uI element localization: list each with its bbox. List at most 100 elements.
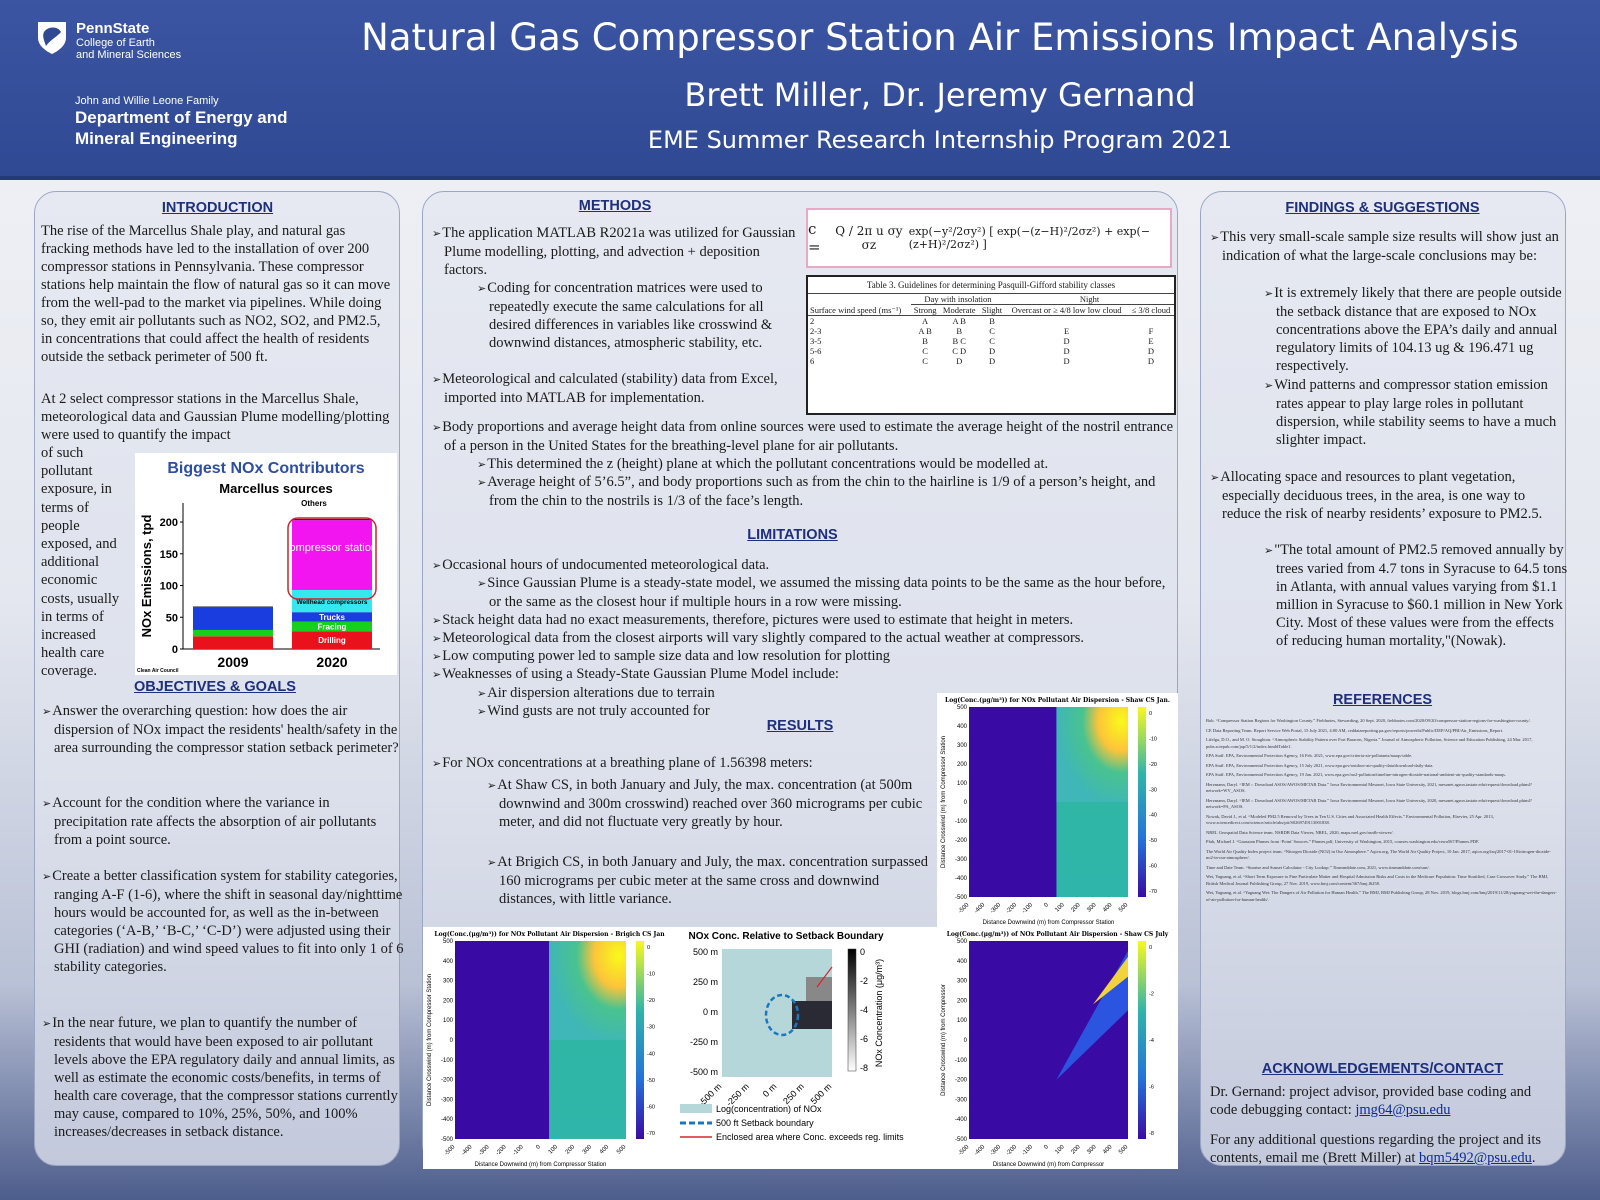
limitation-2: Stack height data had no exact measureme…: [432, 611, 1174, 630]
exceed-region-outline: [816, 966, 833, 988]
setback-boundary-figure: NOx Conc. Relative to Setback Boundary 50…: [676, 927, 937, 1169]
y-tick-label: 100: [957, 1018, 968, 1024]
objectives-heading: OBJECTIVES & GOALS: [134, 679, 296, 695]
x-tick-label: -200: [495, 1144, 508, 1157]
intro-wrap-line: coverage.: [41, 663, 97, 680]
y-tick-label: 200: [443, 998, 454, 1004]
y-tick-label: 400: [957, 724, 968, 730]
colorbar-tick: -20: [647, 998, 655, 1004]
methods-2: Meteorological and calculated (stability…: [432, 370, 804, 407]
table-cell: [1128, 316, 1174, 327]
bar-segment: [292, 621, 372, 632]
y-tick-label: -200: [955, 1078, 968, 1084]
colorbar: [1138, 941, 1146, 1139]
table-col-wind: Surface wind speed (ms⁻¹): [810, 304, 902, 315]
stability-table-grid: Day with insolation Night Surface wind s…: [808, 294, 1174, 366]
label-wellhead: Wellhead compressors: [296, 599, 367, 606]
results-1b: At Brigich CS, in both January and July,…: [487, 853, 936, 908]
heatmap-title: Log(Conc.(μg/m³)) of NOx Pollutant Air D…: [947, 931, 1169, 938]
legend-swatch-conc: [680, 1104, 712, 1113]
heatmap-shaw-july-svg: Log(Conc.(μg/m³)) of NOx Pollutant Air D…: [941, 931, 1169, 1168]
reference-item: EPA Staff. EPA, Environmental Protection…: [1206, 772, 1506, 777]
table-cell: [1005, 316, 1128, 327]
results-1a: At Shaw CS, in both January and July, th…: [487, 776, 936, 831]
intro-wrap-line: terms of: [41, 499, 89, 516]
ack-p1: Dr. Gernand: project advisor, provided b…: [1210, 1083, 1560, 1119]
intro-wrap-line: in terms of: [41, 608, 104, 625]
finding-1: This very small-scale sample size result…: [1210, 228, 1567, 265]
table-cell: C: [989, 326, 995, 336]
introduction-heading: INTRODUCTION: [161, 200, 274, 216]
dept-small: John and Willie Leone Family: [75, 95, 219, 107]
y-tick-label: 100: [160, 581, 178, 593]
table-caption: Table 3. Guidelines for determining Pasq…: [808, 277, 1174, 294]
poster-title: Natural Gas Compressor Station Air Emiss…: [361, 16, 1519, 59]
reference-item: Herzmann, Daryl. “IEM :: Download ASOS/A…: [1206, 781, 1532, 794]
table-row: 5-6 C C D D D D: [808, 346, 1174, 356]
dept-line1: Department of Energy and: [75, 108, 288, 127]
reference-item: Time and Date Team. “Sunrise and Sunset …: [1206, 864, 1430, 870]
gaussian-plume-formula: c = Q / 2π u σy σz exp(−y²/2σy²) [ exp(−…: [806, 208, 1172, 268]
intro-p2-wrap: of such pollutant exposure, in terms of peop…: [41, 444, 133, 681]
colorbar-tick: -20: [1149, 762, 1157, 768]
dept-line2: Mineral Engineering: [75, 129, 238, 148]
y-tick-label: 300: [443, 979, 454, 985]
colorbar: [1138, 707, 1146, 897]
poster-authors: Brett Miller, Dr. Jeremy Gernand: [684, 76, 1196, 114]
bar-segment: [292, 631, 372, 649]
table-cell: D: [1063, 336, 1070, 346]
x-tick-label: -100: [1021, 902, 1034, 915]
limitation-5b: Wind gusts are not truly accounted for: [477, 702, 769, 721]
y-tick-label: 500: [957, 705, 968, 711]
objective-4: In the near future, we plan to quantify …: [42, 1014, 404, 1141]
intro-wrap-line: costs, usually: [41, 590, 120, 607]
college-line1: College of Earth: [76, 37, 155, 49]
psu-name: PennState: [76, 20, 150, 37]
x-tick-label: 0 m: [761, 1081, 779, 1099]
y-tick-label: 300: [957, 743, 968, 749]
heatmap-title: Log(Conc.(μg/m³)) for NOx Pollutant Air …: [434, 931, 665, 938]
table-cell: D: [1147, 346, 1155, 356]
y-tick-label: 0 m: [703, 1007, 718, 1017]
table-group-night: Night: [1005, 294, 1174, 305]
y-tick-label: -400: [955, 876, 968, 882]
intro-wrap-line: health care: [41, 645, 105, 662]
heatmap-shaw-july: Log(Conc.(μg/m³)) of NOx Pollutant Air D…: [937, 927, 1178, 1169]
heatmap-plume: [1056, 707, 1128, 802]
intro-wrap-line: of such: [41, 445, 84, 461]
colorbar-tick: 0: [860, 947, 865, 957]
acknowledgements-heading: ACKNOWLEDGEMENTS/CONTACT: [1261, 1061, 1504, 1077]
email-gernand-link[interactable]: jmg64@psu.edu: [1355, 1102, 1451, 1118]
reference-item: The World Air Quality Index project team…: [1206, 848, 1551, 861]
y-tick-label: -300: [955, 1097, 968, 1103]
setback-figure-svg: NOx Conc. Relative to Setback Boundary 50…: [680, 931, 904, 1142]
table-cell: A: [922, 316, 929, 326]
y-tick-label: -100: [955, 819, 968, 825]
table-row: 2-3 A B B C E F: [808, 326, 1174, 336]
table-col-header: Strong: [913, 305, 937, 315]
setback-colorbar: [847, 948, 857, 1072]
bar-segment: [193, 607, 273, 630]
y-tick-label: 50: [166, 612, 178, 624]
y-tick-label: 0: [172, 644, 178, 656]
formula-c: c =: [808, 220, 821, 256]
y-tick-label: 0: [964, 1038, 968, 1044]
heatmap-plume: [549, 941, 626, 1040]
colorbar-tick: 0: [1149, 945, 1152, 951]
label-fracing: Fracing: [318, 622, 347, 631]
poster-program: EME Summer Research Internship Program 2…: [647, 126, 1233, 154]
x-tick-label: -500: [444, 1144, 457, 1157]
x-axis-label: Distance Downwind (m) from Compressor St…: [475, 1162, 607, 1168]
colorbar-tick: -6: [860, 1034, 868, 1044]
reference-item: Pfab, Michael J. “Gaussian Plumes from ‘…: [1206, 839, 1480, 844]
x-tick-label: 0: [1043, 902, 1050, 909]
table-cell: C: [922, 346, 928, 356]
formula-fraction: Q / 2π u σy σz: [835, 224, 903, 252]
x-tick-label: 100: [1054, 902, 1066, 914]
email-miller-link[interactable]: bqm5492@psu.edu: [1418, 1150, 1532, 1166]
x-tick-label: 400: [599, 1144, 611, 1156]
colorbar-tick: -70: [1149, 889, 1157, 895]
heatmap-brigich-jan: Log(Conc.(μg/m³)) for NOx Pollutant Air …: [423, 927, 676, 1169]
table-col-header: Overcast or ≥ 4/8 low low cloud: [1011, 305, 1122, 315]
nox-chart-svg: Biggest NOx Contributors Marcellus source…: [137, 460, 383, 674]
